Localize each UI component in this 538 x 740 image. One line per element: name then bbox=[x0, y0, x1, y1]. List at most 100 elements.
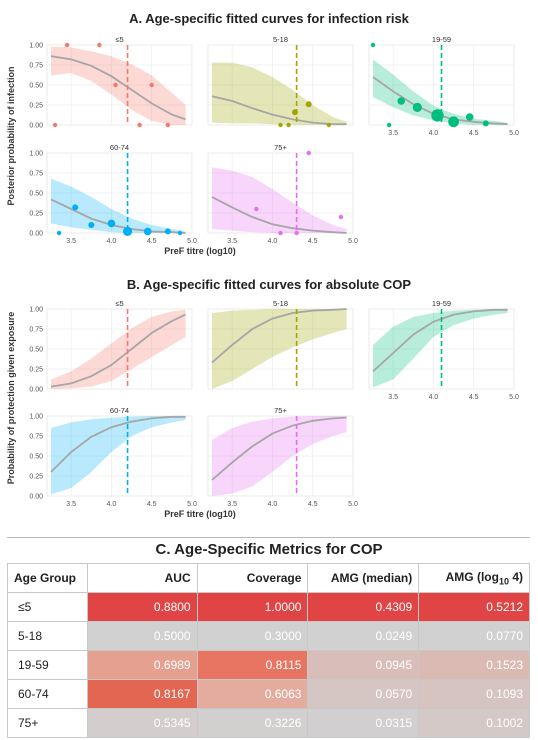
y-axis-label-b: Probability of protection given exposure bbox=[6, 312, 16, 485]
data-point bbox=[397, 97, 406, 105]
credible-band-5-18 bbox=[212, 62, 347, 125]
data-point bbox=[177, 230, 183, 236]
x-tick-label: 4.0 bbox=[107, 238, 117, 245]
credible-band-le5 bbox=[51, 309, 186, 389]
fitted-curve-5-18 bbox=[211, 308, 347, 364]
table-header-row: Age Group AUC Coverage AMG (median) AMG … bbox=[7, 563, 530, 593]
data-point bbox=[482, 120, 489, 127]
y-tick-label: 0.00 bbox=[29, 494, 43, 501]
table-row: 75+ 0.5345 0.3226 0.0315 0.1002 bbox=[7, 708, 530, 738]
column-header-amg-median: AMG (median) bbox=[307, 563, 420, 593]
panel-b-75-: 75+ 3.5 4.0 4.5 5.0 bbox=[207, 406, 358, 508]
data-point bbox=[431, 109, 444, 122]
y-tick-label: 0.50 bbox=[29, 191, 43, 198]
data-point bbox=[164, 228, 171, 235]
metric-cell: 0.0249 bbox=[307, 621, 420, 651]
y-tick-label: 0.00 bbox=[29, 123, 43, 130]
fitted-curve-19-59 bbox=[372, 308, 508, 373]
x-tick-label: 4.0 bbox=[107, 501, 117, 508]
fitted-curve-le5 bbox=[50, 55, 186, 121]
age-group-cell: 5-18 bbox=[7, 621, 88, 651]
panel-b-60-74: 60-74 0.00 0.25 0.50 0.75 1.00 3.5 4.0 4.5 5.0 bbox=[29, 406, 197, 508]
data-point bbox=[412, 102, 422, 112]
y-tick-label: 0.25 bbox=[29, 211, 43, 218]
credible-band-19-59 bbox=[373, 59, 508, 125]
data-point bbox=[165, 122, 171, 128]
data-point bbox=[292, 109, 298, 116]
credible-band-75- bbox=[212, 167, 347, 233]
panel-label-5-18: 5-18 bbox=[273, 35, 288, 44]
age-group-cell: 19-59 bbox=[7, 650, 88, 680]
y-tick-label: 0.75 bbox=[29, 327, 43, 334]
x-tick-label: 5.0 bbox=[187, 501, 197, 508]
metric-cell: 0.4309 bbox=[307, 592, 420, 622]
metric-cell: 0.5345 bbox=[86, 708, 198, 738]
table-row: 5-18 0.5000 0.3000 0.0249 0.0770 bbox=[7, 621, 530, 651]
x-tick-label: 4.5 bbox=[308, 501, 318, 508]
panel-label-le5: ≤5 bbox=[115, 35, 123, 44]
data-point bbox=[113, 82, 118, 88]
data-point bbox=[278, 122, 283, 128]
panel-label-le5: ≤5 bbox=[115, 299, 123, 308]
metric-cell: 0.6989 bbox=[86, 650, 198, 680]
y-tick-label: 0.50 bbox=[29, 83, 43, 90]
x-tick-label: 4.5 bbox=[147, 501, 157, 508]
metric-cell: 0.3000 bbox=[196, 621, 309, 651]
panel-b-le5: ≤5 0.00 0.25 0.50 0.75 1.00 bbox=[29, 299, 193, 394]
credible-band-19-59 bbox=[373, 309, 508, 388]
data-point bbox=[107, 219, 116, 228]
fitted-curve-75- bbox=[211, 196, 347, 234]
section-a-title: A. Age-specific fitted curves for infect… bbox=[129, 11, 409, 26]
panel-a-le5: ≤5 0.00 0.25 0.50 0.75 1.00 bbox=[29, 35, 193, 130]
data-point bbox=[149, 82, 154, 88]
data-point bbox=[294, 230, 299, 236]
data-point bbox=[448, 116, 459, 128]
fitted-curve-75- bbox=[211, 416, 347, 481]
section-b-title: B. Age-specific fitted curves for absolu… bbox=[126, 277, 412, 292]
y-tick-label: 0.75 bbox=[29, 171, 43, 178]
metric-cell: 0.8115 bbox=[196, 650, 309, 680]
x-tick-label: 3.5 bbox=[227, 501, 237, 508]
x-tick-label: 4.5 bbox=[147, 238, 157, 245]
x-tick-label: 5.0 bbox=[187, 238, 197, 245]
metric-cell: 0.6063 bbox=[196, 679, 309, 709]
panel-label-60-74: 60-74 bbox=[110, 406, 129, 415]
metric-cell: 0.0315 bbox=[307, 708, 420, 738]
metric-cell: 1.0000 bbox=[196, 592, 309, 622]
y-tick-label: 0.25 bbox=[29, 367, 43, 374]
x-axis-label-b: PreF titre (log10) bbox=[164, 509, 236, 519]
y-tick-label: 0.50 bbox=[29, 347, 43, 354]
y-tick-label: 0.25 bbox=[29, 103, 43, 110]
metric-cell: 0.3226 bbox=[196, 708, 309, 738]
y-tick-label: 0.75 bbox=[29, 63, 43, 70]
y-tick-label: 1.00 bbox=[29, 151, 43, 158]
panel-label-19-59: 19-59 bbox=[432, 299, 451, 308]
metric-cell: 0.8800 bbox=[86, 592, 198, 622]
x-tick-label: 4.0 bbox=[429, 130, 439, 137]
data-point bbox=[97, 42, 102, 48]
x-tick-label: 5.0 bbox=[348, 501, 358, 508]
x-tick-label: 4.5 bbox=[469, 394, 479, 401]
metric-cell: 0.1093 bbox=[418, 679, 530, 709]
table-row: ≤5 0.8800 1.0000 0.4309 0.5212 bbox=[7, 592, 530, 622]
panel-b-5-18: 5-18 bbox=[207, 299, 354, 390]
y-tick-label: 0.25 bbox=[29, 474, 43, 481]
x-axis-label-a: PreF titre (log10) bbox=[164, 246, 236, 256]
panel-label-60-74: 60-74 bbox=[110, 143, 129, 152]
x-tick-label: 5.0 bbox=[509, 130, 519, 137]
y-tick-label: 1.00 bbox=[29, 414, 43, 421]
panel-label-5-18: 5-18 bbox=[273, 299, 288, 308]
credible-band-60-74 bbox=[51, 416, 186, 495]
fitted-curve-le5 bbox=[50, 313, 186, 388]
data-point bbox=[143, 227, 152, 236]
age-group-cell: 60-74 bbox=[7, 679, 88, 709]
metric-cell: 0.5000 bbox=[86, 621, 198, 651]
table-divider bbox=[7, 537, 530, 538]
data-point bbox=[338, 214, 344, 220]
metric-cell: 0.5212 bbox=[418, 592, 530, 622]
credible-band-75- bbox=[212, 416, 347, 496]
data-point bbox=[326, 122, 332, 128]
data-point bbox=[137, 122, 142, 128]
fitted-curve-60-74 bbox=[50, 415, 186, 473]
table-row: 60-74 0.8167 0.6063 0.0570 0.1093 bbox=[7, 679, 530, 709]
